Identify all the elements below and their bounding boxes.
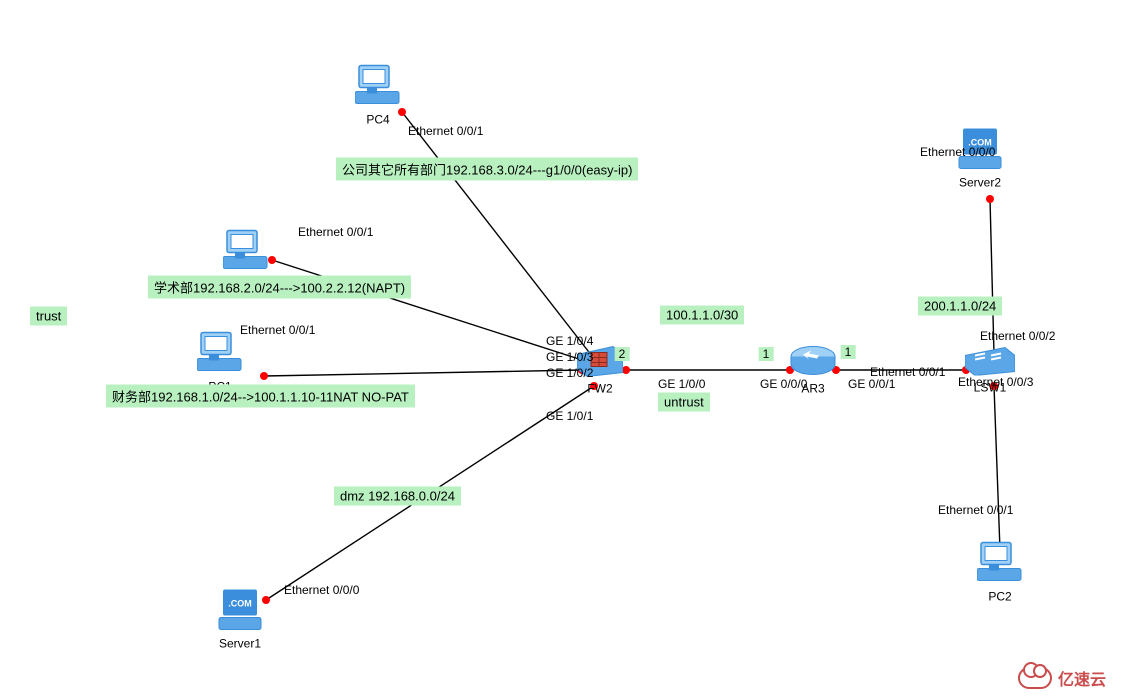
annotation-tag: 学术部192.168.2.0/24--->100.2.2.12(NAPT) — [148, 276, 411, 299]
pc-icon — [977, 541, 1023, 588]
annotation-tag: trust — [30, 307, 67, 326]
interface-label: Ethernet 0/0/0 — [920, 145, 995, 159]
watermark: 亿速云 — [1018, 666, 1106, 690]
interface-label: Ethernet 0/0/0 — [284, 583, 359, 597]
link-endpoint-dot — [622, 366, 630, 374]
watermark-text: 亿速云 — [1058, 666, 1106, 690]
server-icon: .COM — [217, 586, 263, 635]
interface-label: Ethernet 0/0/2 — [980, 329, 1055, 343]
interface-label: GE 1/0/0 — [658, 377, 705, 391]
interface-label: Ethernet 0/0/1 — [408, 124, 483, 138]
interface-label: Ethernet 0/0/1 — [938, 503, 1013, 517]
link-endpoint-dot — [268, 256, 276, 264]
node-label: FW2 — [577, 382, 623, 396]
interface-label: GE 1/0/2 — [546, 366, 593, 380]
cloud-icon — [1018, 667, 1052, 689]
pc-icon — [223, 229, 269, 276]
interface-label: Ethernet 0/0/3 — [958, 375, 1033, 389]
pc-icon — [197, 331, 243, 378]
switch-icon — [965, 346, 1015, 379]
node-label: PC2 — [977, 590, 1023, 604]
annotation-tag: 100.1.1.0/30 — [660, 306, 744, 325]
annotation-tag: 200.1.1.0/24 — [918, 297, 1002, 316]
link-endpoint-dot — [986, 195, 994, 203]
annotation-tag: untrust — [658, 393, 710, 412]
interface-label: GE 0/0/0 — [760, 377, 807, 391]
node-server1[interactable]: .COM Server1 — [217, 586, 263, 651]
interface-label: Ethernet 0/0/1 — [298, 225, 373, 239]
topology-canvas: 亿速云 PC4 PC3 PC1 PC2 .COM Server1 .COM Se… — [0, 0, 1124, 700]
link-endpoint-dot — [260, 372, 268, 380]
interface-label: GE 0/0/1 — [848, 377, 895, 391]
interface-label: GE 1/0/4 — [546, 334, 593, 348]
link-endpoint-dot — [262, 596, 270, 604]
node-pc4[interactable]: PC4 — [355, 64, 401, 127]
annotation-tag: 公司其它所有部门192.168.3.0/24---g1/0/0(easy-ip) — [336, 158, 638, 181]
interface-label: GE 1/0/1 — [546, 409, 593, 423]
port-badge: 1 — [841, 345, 856, 359]
node-label: Server1 — [217, 637, 263, 651]
pc-icon — [355, 64, 401, 111]
annotation-tag: dmz 192.168.0.0/24 — [334, 487, 461, 506]
port-badge: 2 — [615, 347, 630, 361]
node-label: PC4 — [355, 113, 401, 127]
interface-label: Ethernet 0/0/1 — [240, 323, 315, 337]
interface-label: GE 1/0/3 — [546, 350, 593, 364]
port-badge: 1 — [759, 347, 774, 361]
annotation-tag: 财务部192.168.1.0/24-->100.1.1.10-11NAT NO-… — [106, 385, 415, 408]
router-icon — [789, 345, 837, 380]
svg-text:.COM: .COM — [228, 599, 252, 609]
node-label: Server2 — [957, 176, 1003, 190]
node-pc2[interactable]: PC2 — [977, 541, 1023, 604]
